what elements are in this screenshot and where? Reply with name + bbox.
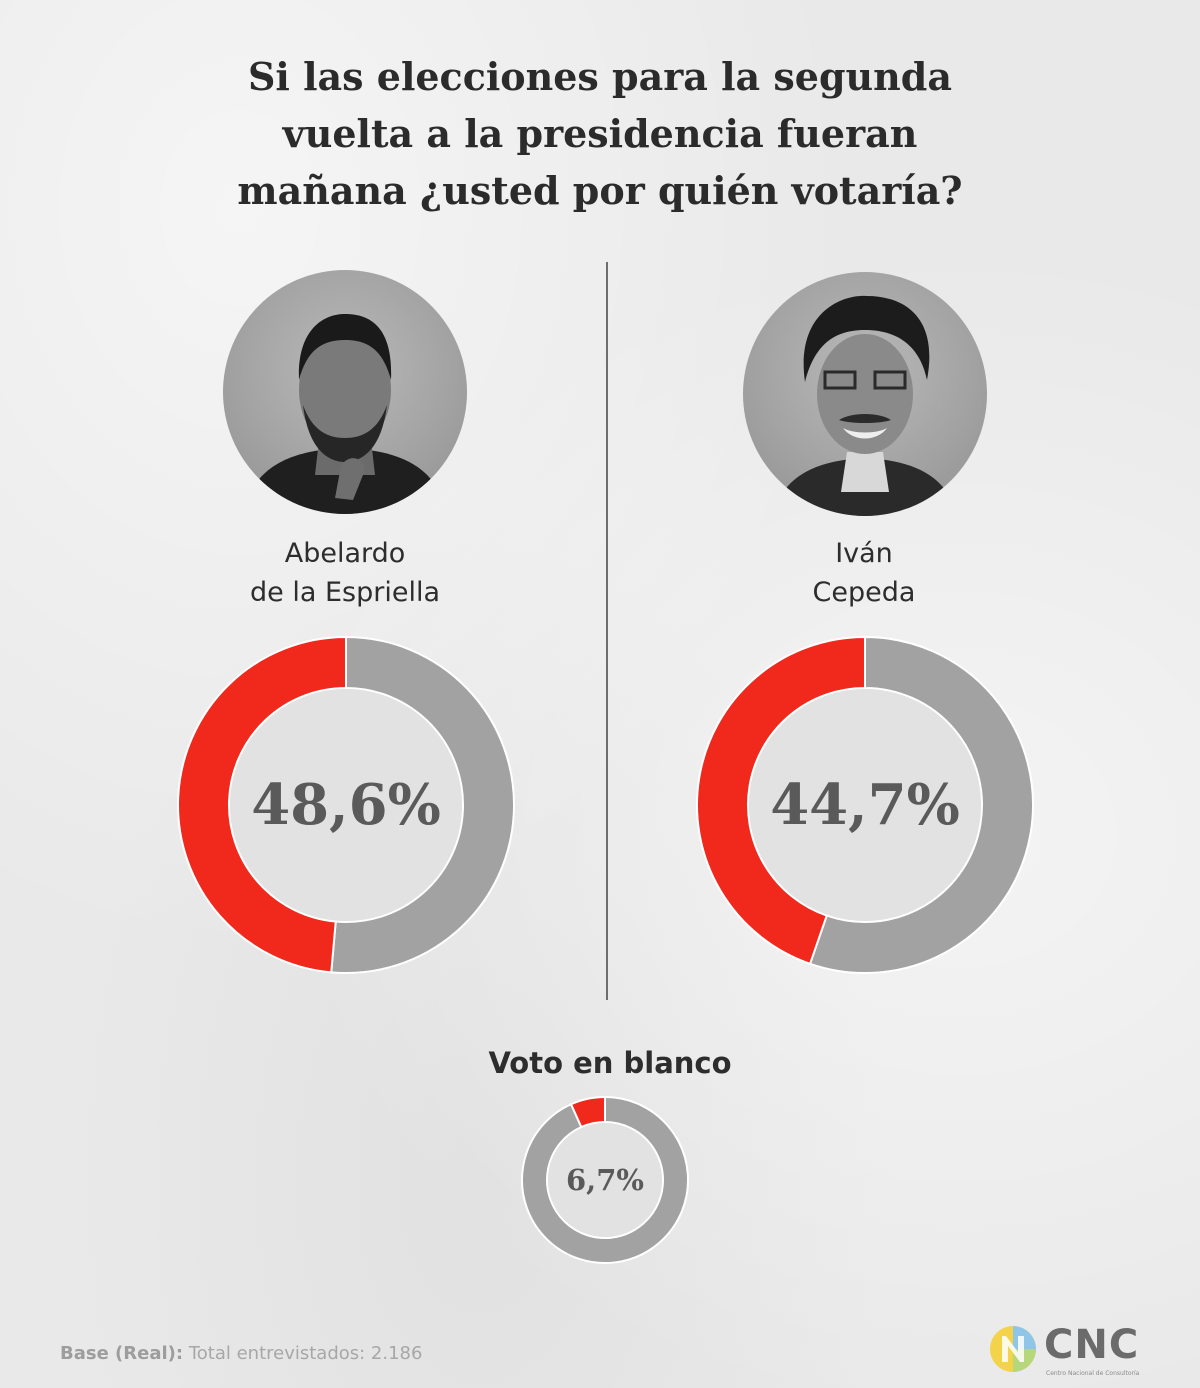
cnc-logo: CNC Centro Nacional de Consultoría [988, 1322, 1158, 1378]
base-label: Base (Real): [60, 1343, 184, 1364]
donut-3-center [548, 1123, 662, 1237]
candidate-2-name: Iván Cepeda [664, 534, 1064, 612]
donut-2-center [749, 689, 981, 921]
donut-3-svg: 6,7% [521, 1095, 689, 1264]
cnc-logo-subtitle: Centro Nacional de Consultoría [1046, 1370, 1140, 1377]
candidate-2-name-line-2: Cepeda [812, 577, 916, 608]
blank-vote-title: Voto en blanco [488, 1046, 732, 1080]
candidate-1-photo [223, 270, 467, 514]
donut-chart-2: 44,7% [696, 635, 1034, 974]
donut-2-value-slice [696, 635, 866, 966]
title-line-1: Si las elecciones para la segunda [247, 54, 952, 99]
donut-1-svg: 48,6% [177, 635, 515, 974]
person-silhouette-icon [773, 295, 957, 516]
candidate-2-name-line-1: Iván [835, 538, 893, 569]
donut-2-remainder-slice [808, 635, 1034, 974]
base-text: Total entrevistados: 2.186 [188, 1343, 423, 1364]
donut-2-percent-label: 44,7% [770, 772, 960, 838]
donut-2-svg: 44,7% [696, 635, 1034, 974]
page-title: Si las elecciones para la segunda vuelta… [100, 48, 1100, 219]
donut-1-percent-label: 48,6% [251, 772, 441, 838]
title-line-3: mañana ¿usted por quién votaría? [237, 168, 963, 213]
donut-3-percent-label: 6,7% [566, 1163, 644, 1197]
donut-chart-1: 48,6% [177, 635, 515, 974]
donut-chart-3: 6,7% [521, 1095, 689, 1264]
sample-base-note: Base (Real): Total entrevistados: 2.186 [60, 1343, 422, 1364]
candidate-2-photo [743, 272, 987, 516]
title-line-2: vuelta a la presidencia fueran [282, 111, 918, 156]
donut-1-value-slice [177, 635, 347, 974]
cnc-logo-text: CNC [1044, 1322, 1140, 1368]
donut-3-remainder-slice [521, 1095, 689, 1264]
column-divider [606, 262, 608, 1000]
candidate-1-name-line-1: Abelardo [284, 538, 406, 569]
person-silhouette-icon [243, 314, 447, 514]
candidate-1-name-line-2: de la Espriella [250, 577, 440, 608]
donut-1-center [230, 689, 462, 921]
candidate-1-name: Abelardo de la Espriella [145, 534, 545, 612]
cnc-logo-icon [990, 1326, 1036, 1372]
donut-3-value-slice [569, 1095, 606, 1129]
donut-1-remainder-slice [330, 635, 515, 974]
